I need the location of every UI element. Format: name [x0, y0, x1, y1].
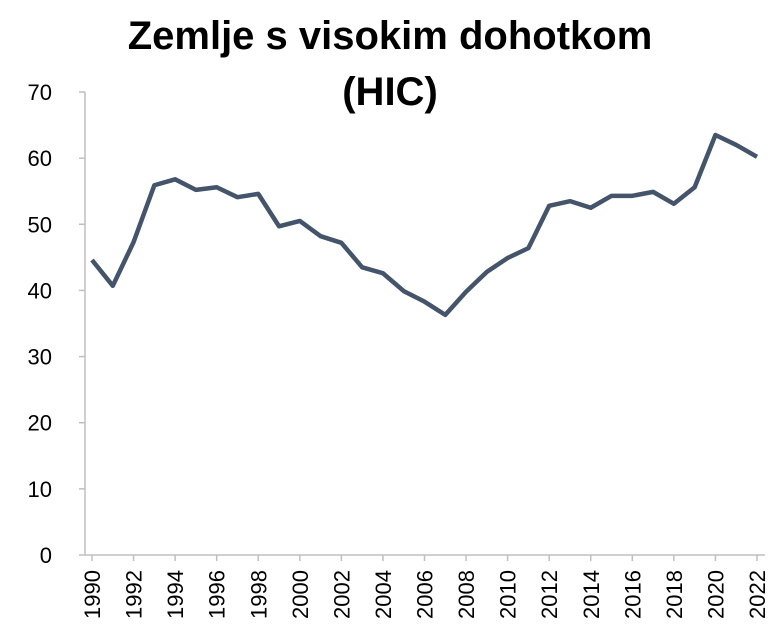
- x-tick-label: 2016: [620, 570, 645, 619]
- y-tick-label: 70: [28, 80, 52, 105]
- y-tick-label: 10: [28, 477, 52, 502]
- y-tick-label: 40: [28, 278, 52, 303]
- line: [90, 132, 759, 318]
- x-tick-label: 2014: [579, 570, 604, 619]
- x-tick-label: 1996: [205, 570, 230, 619]
- x-tick-label: 2018: [662, 570, 687, 619]
- x-tick-label: 2006: [413, 570, 438, 619]
- y-tick-label: 20: [28, 411, 52, 436]
- x-tick-label: 2000: [288, 570, 313, 619]
- x-tick-label: 1998: [246, 570, 271, 619]
- y-tick-label: 30: [28, 345, 52, 370]
- x-tick-label: 1992: [122, 570, 147, 619]
- x-tick-label: 2002: [329, 570, 354, 619]
- y-tick-label: 0: [40, 543, 52, 568]
- x-tick-label: 1990: [80, 570, 105, 619]
- x-tick-label: 2020: [703, 570, 728, 619]
- x-tick-label: 2008: [454, 570, 479, 619]
- x-tick-label: 2022: [745, 570, 770, 619]
- x-tick-label: 2010: [496, 570, 521, 619]
- x-tick-label: 2004: [371, 570, 396, 619]
- chart-title: Zemlje s visokim dohotkom (HIC): [127, 14, 653, 114]
- y-tick-label: 50: [28, 212, 52, 237]
- y-tick-label: 60: [28, 146, 52, 171]
- x-tick-label: 1994: [163, 570, 188, 619]
- x-tick-label: 2012: [537, 570, 562, 619]
